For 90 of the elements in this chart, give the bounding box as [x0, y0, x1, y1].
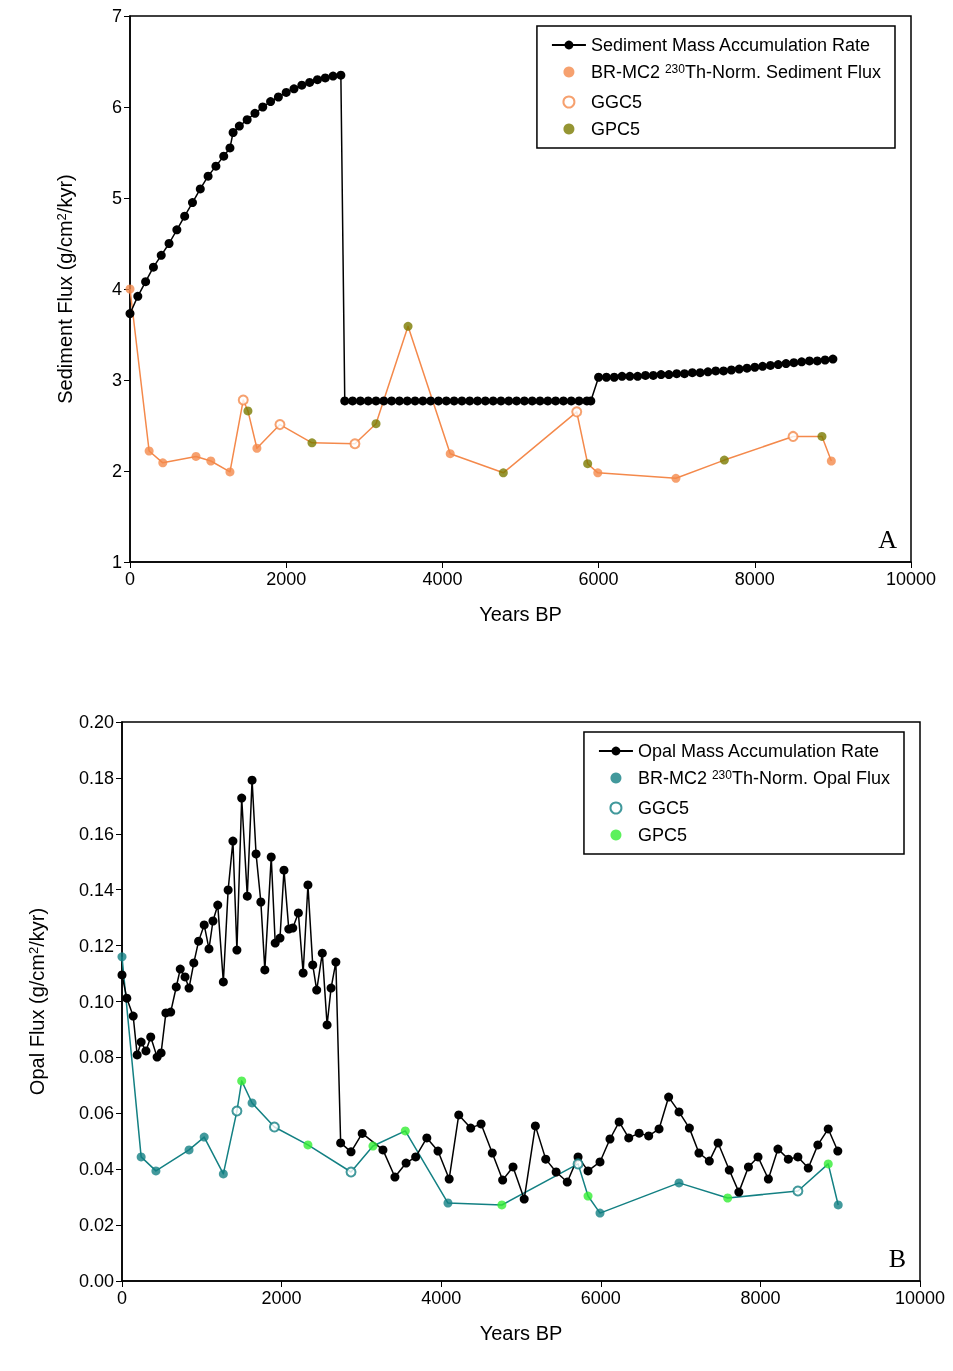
point	[497, 1200, 507, 1210]
legend-label: GGC5	[637, 798, 689, 818]
point	[723, 1193, 733, 1203]
point	[817, 431, 827, 441]
point	[237, 394, 249, 406]
point	[823, 1159, 833, 1169]
point	[792, 1185, 804, 1197]
x-axis-title: Years BP	[479, 1322, 563, 1344]
point	[303, 1140, 313, 1150]
point	[268, 1121, 280, 1133]
legend-label: GPC5	[637, 825, 687, 845]
point	[237, 1076, 247, 1086]
point	[144, 446, 154, 456]
annotation: B	[888, 1243, 906, 1273]
point	[247, 1098, 257, 1108]
point	[243, 406, 253, 416]
x-tick-label: 8000	[740, 1288, 781, 1308]
point	[498, 468, 508, 478]
y-axis-title: Sediment Flux (g/cm2/kyr)	[54, 174, 76, 404]
point	[719, 455, 729, 465]
y-tick-label: 0.06	[78, 1103, 114, 1124]
y-axis-title: Opal Flux (g/cm2/kyr)	[26, 907, 48, 1096]
point	[117, 952, 127, 962]
point	[403, 321, 413, 331]
point	[400, 1126, 410, 1136]
y-tick-label: 1	[111, 552, 122, 572]
y-tick-label: 0.10	[78, 991, 114, 1012]
point	[307, 438, 317, 448]
point	[151, 1166, 161, 1176]
x-tick-label: 10000	[894, 1288, 946, 1308]
point	[671, 473, 681, 483]
point	[252, 443, 262, 453]
x-tick-label: 8000	[734, 569, 775, 589]
point	[833, 1200, 843, 1210]
point	[571, 406, 583, 418]
y-tick-label: 5	[111, 188, 122, 208]
x-axis-title: Years BP	[479, 603, 562, 625]
x-tick-label: 2000	[261, 1288, 302, 1308]
x-tick-label: 4000	[422, 569, 463, 589]
x-tick-label: 6000	[580, 1288, 621, 1308]
x-tick-label: 2000	[266, 569, 307, 589]
point	[184, 1145, 194, 1155]
point	[583, 1191, 593, 1201]
point	[191, 451, 201, 461]
y-tick-label: 0.04	[78, 1159, 114, 1180]
y-tick-label: 0.18	[78, 767, 114, 788]
y-tick-label: 0.20	[78, 712, 114, 732]
point	[158, 458, 168, 468]
x-tick-label: 10000	[885, 569, 937, 589]
x-tick-label: 0	[124, 569, 136, 589]
annotation: A	[878, 524, 898, 554]
y-tick-label: 0.12	[78, 935, 114, 956]
y-tick-label: 7	[111, 6, 122, 26]
point	[231, 1105, 243, 1117]
y-tick-label: 0.00	[78, 1271, 114, 1291]
x-tick-label: 0	[116, 1288, 128, 1308]
legend-label: Opal Mass Accumulation Rate	[637, 741, 880, 761]
y-tick-label: 0.14	[78, 879, 114, 900]
point	[593, 468, 603, 478]
x-tick-label: 6000	[578, 569, 619, 589]
point	[349, 438, 361, 450]
point	[583, 459, 593, 469]
y-tick-label: 0.02	[78, 1215, 114, 1236]
y-tick-label: 4	[111, 279, 122, 299]
point	[443, 1198, 453, 1208]
point	[274, 419, 286, 431]
point	[125, 284, 135, 294]
x-tick-label: 4000	[421, 1288, 462, 1308]
point	[371, 419, 381, 429]
legend-label: GPC5	[590, 119, 640, 139]
y-tick-label: 2	[111, 461, 122, 481]
point	[368, 1141, 378, 1151]
point	[674, 1178, 684, 1188]
point	[225, 467, 235, 477]
point	[445, 449, 455, 459]
point	[595, 1208, 605, 1218]
point	[572, 1158, 584, 1170]
legend-label: GGC5	[590, 92, 642, 112]
point	[826, 456, 836, 466]
y-tick-label: 3	[111, 370, 122, 390]
y-tick-label: 0.08	[78, 1047, 114, 1068]
point	[345, 1166, 357, 1178]
point	[206, 456, 216, 466]
y-tick-label: 0.16	[78, 823, 114, 844]
point	[136, 1152, 146, 1162]
legend-label: Sediment Mass Accumulation Rate	[590, 35, 871, 55]
point	[787, 430, 799, 442]
point	[218, 1169, 228, 1179]
point	[199, 1132, 209, 1142]
y-tick-label: 6	[111, 97, 122, 117]
